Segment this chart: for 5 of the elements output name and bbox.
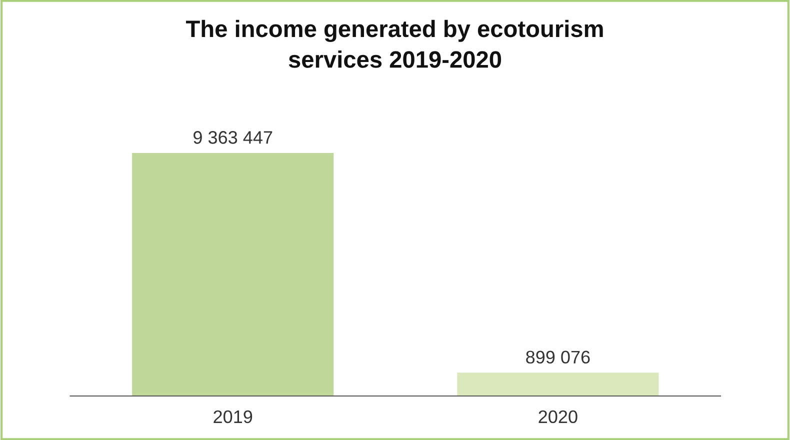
data-label: 899 076: [526, 350, 590, 364]
x-tick-label: 2020: [538, 410, 578, 424]
chart-title: The income generated by ecotourism services 2019-2020: [186, 20, 603, 68]
data-label: 9 363 447: [194, 131, 272, 144]
x-tick-label: 2019: [214, 410, 252, 424]
